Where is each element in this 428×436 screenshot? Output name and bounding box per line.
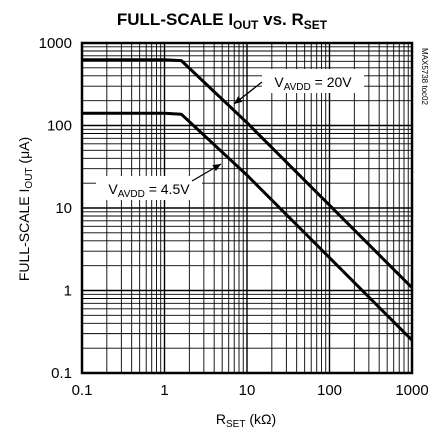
annotations: VAVDD = 20V VAVDD = 4.5V: [96, 69, 364, 200]
x-tick-label: 1000: [395, 382, 428, 399]
series-line-1: [82, 58, 414, 289]
series-label-arrowhead: [234, 96, 243, 104]
title-main: FULL-SCALE I: [117, 10, 233, 29]
y-tick-label: 0.1: [51, 365, 72, 382]
svg-text:FULL-SCALE IOUT (μA): FULL-SCALE IOUT (μA): [16, 137, 35, 281]
title-mid-sub: SET: [304, 18, 328, 32]
tick-labels: 0.1 1 10 100 1000 0.1 1 10 100 1000: [39, 35, 428, 399]
series-label-2: VAVDD = 4.5V: [108, 181, 190, 200]
x-tick-label: 100: [317, 382, 342, 399]
grid: [81, 43, 412, 374]
x-axis-label: RSET (kΩ): [216, 411, 276, 430]
x-tick-label: 0.1: [72, 382, 93, 399]
series-line-2: [82, 111, 414, 342]
plot-frame: [80, 41, 414, 375]
y-tick-label: 10: [55, 200, 72, 217]
xlabel-main: R: [216, 411, 226, 427]
y-tick-label: 100: [47, 118, 72, 135]
x-tick-label: 10: [239, 382, 256, 399]
figure-code: MAX5738 toc02: [420, 48, 428, 105]
svg-text:RSET (kΩ): RSET (kΩ): [216, 411, 276, 430]
chart-title: FULL-SCALE IOUT vs. RSET: [117, 10, 328, 32]
ylabel-rest: (μA): [16, 137, 32, 168]
series-label-1: VAVDD = 20V: [274, 74, 352, 93]
ylabel-sub: OUT: [24, 167, 35, 188]
ylabel-main: FULL-SCALE I: [16, 189, 32, 282]
y-tick-label: 1: [64, 283, 72, 300]
series-lines: [82, 58, 414, 342]
series-label-arrowhead: [212, 164, 221, 172]
y-tick-label: 1000: [39, 35, 72, 52]
title-mid: vs. R: [258, 10, 303, 29]
series-label-bg: [262, 69, 364, 93]
x-tick-label: 1: [160, 382, 168, 399]
title-main-sub: OUT: [233, 18, 259, 32]
series-label-bg: [96, 176, 202, 200]
xlabel-rest: (kΩ): [245, 411, 276, 427]
xlabel-sub: SET: [226, 419, 245, 430]
svg-text:FULL-SCALE IOUT vs. RSET: FULL-SCALE IOUT vs. RSET: [117, 10, 328, 32]
y-axis-label: FULL-SCALE IOUT (μA): [16, 137, 35, 281]
